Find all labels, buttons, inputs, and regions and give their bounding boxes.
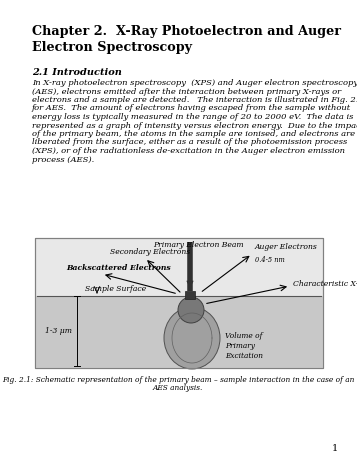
Ellipse shape [178,297,204,323]
Text: AES analysis.: AES analysis. [153,384,203,392]
Text: Primary Electron Beam: Primary Electron Beam [153,241,243,249]
Text: represented as a graph of intensity versus electron energy.  Due to the impact: represented as a graph of intensity vers… [32,122,357,129]
Text: Chapter 2.  X-Ray Photoelectron and Auger: Chapter 2. X-Ray Photoelectron and Auger [32,25,341,38]
Bar [35,238,323,368]
Text: liberated from the surface, either as a result of the photoemission process: liberated from the surface, either as a … [32,139,347,146]
Bar [35,296,323,368]
Bar [185,291,195,299]
Text: Electron Spectroscopy: Electron Spectroscopy [32,41,192,54]
Text: electrons and a sample are detected.   The interaction is illustrated in Fig. 2.: electrons and a sample are detected. The… [32,96,357,104]
Text: for AES.  The amount of electrons having escaped from the sample without: for AES. The amount of electrons having … [32,104,351,113]
Text: Secondary Electrons: Secondary Electrons [110,248,190,256]
Text: Backscattered Electrons: Backscattered Electrons [66,264,170,272]
Text: 0.4-5 nm: 0.4-5 nm [255,256,285,264]
Text: In X-ray photoelectron spectroscopy  (XPS) and Auger electron spectroscopy: In X-ray photoelectron spectroscopy (XPS… [32,79,357,87]
Text: 2.1 Introduction: 2.1 Introduction [32,68,122,77]
Text: Sample Surface: Sample Surface [85,285,146,293]
Text: process (AES).: process (AES). [32,156,94,164]
Text: 1-3 μm: 1-3 μm [45,327,72,335]
Ellipse shape [164,307,220,369]
Text: (AES), electrons emitted after the interaction between primary X-rays or: (AES), electrons emitted after the inter… [32,87,341,96]
Text: energy loss is typically measured in the range of 20 to 2000 eV.  The data is: energy loss is typically measured in the… [32,113,353,121]
Text: (XPS), or of the radiationless de-excitation in the Auger electron emission: (XPS), or of the radiationless de-excita… [32,147,345,155]
Text: Volume of
Primary
Excitation: Volume of Primary Excitation [225,332,263,360]
Text: Characteristic X-ray: Characteristic X-ray [293,280,357,288]
Text: Fig. 2.1: Schematic representation of the primary beam – sample interaction in t: Fig. 2.1: Schematic representation of th… [2,376,354,384]
Bar [35,238,323,368]
Text: Auger Electrons: Auger Electrons [255,243,318,251]
Text: of the primary beam, the atoms in the sample are ionised, and electrons are: of the primary beam, the atoms in the sa… [32,130,355,138]
Text: 1: 1 [332,444,338,453]
